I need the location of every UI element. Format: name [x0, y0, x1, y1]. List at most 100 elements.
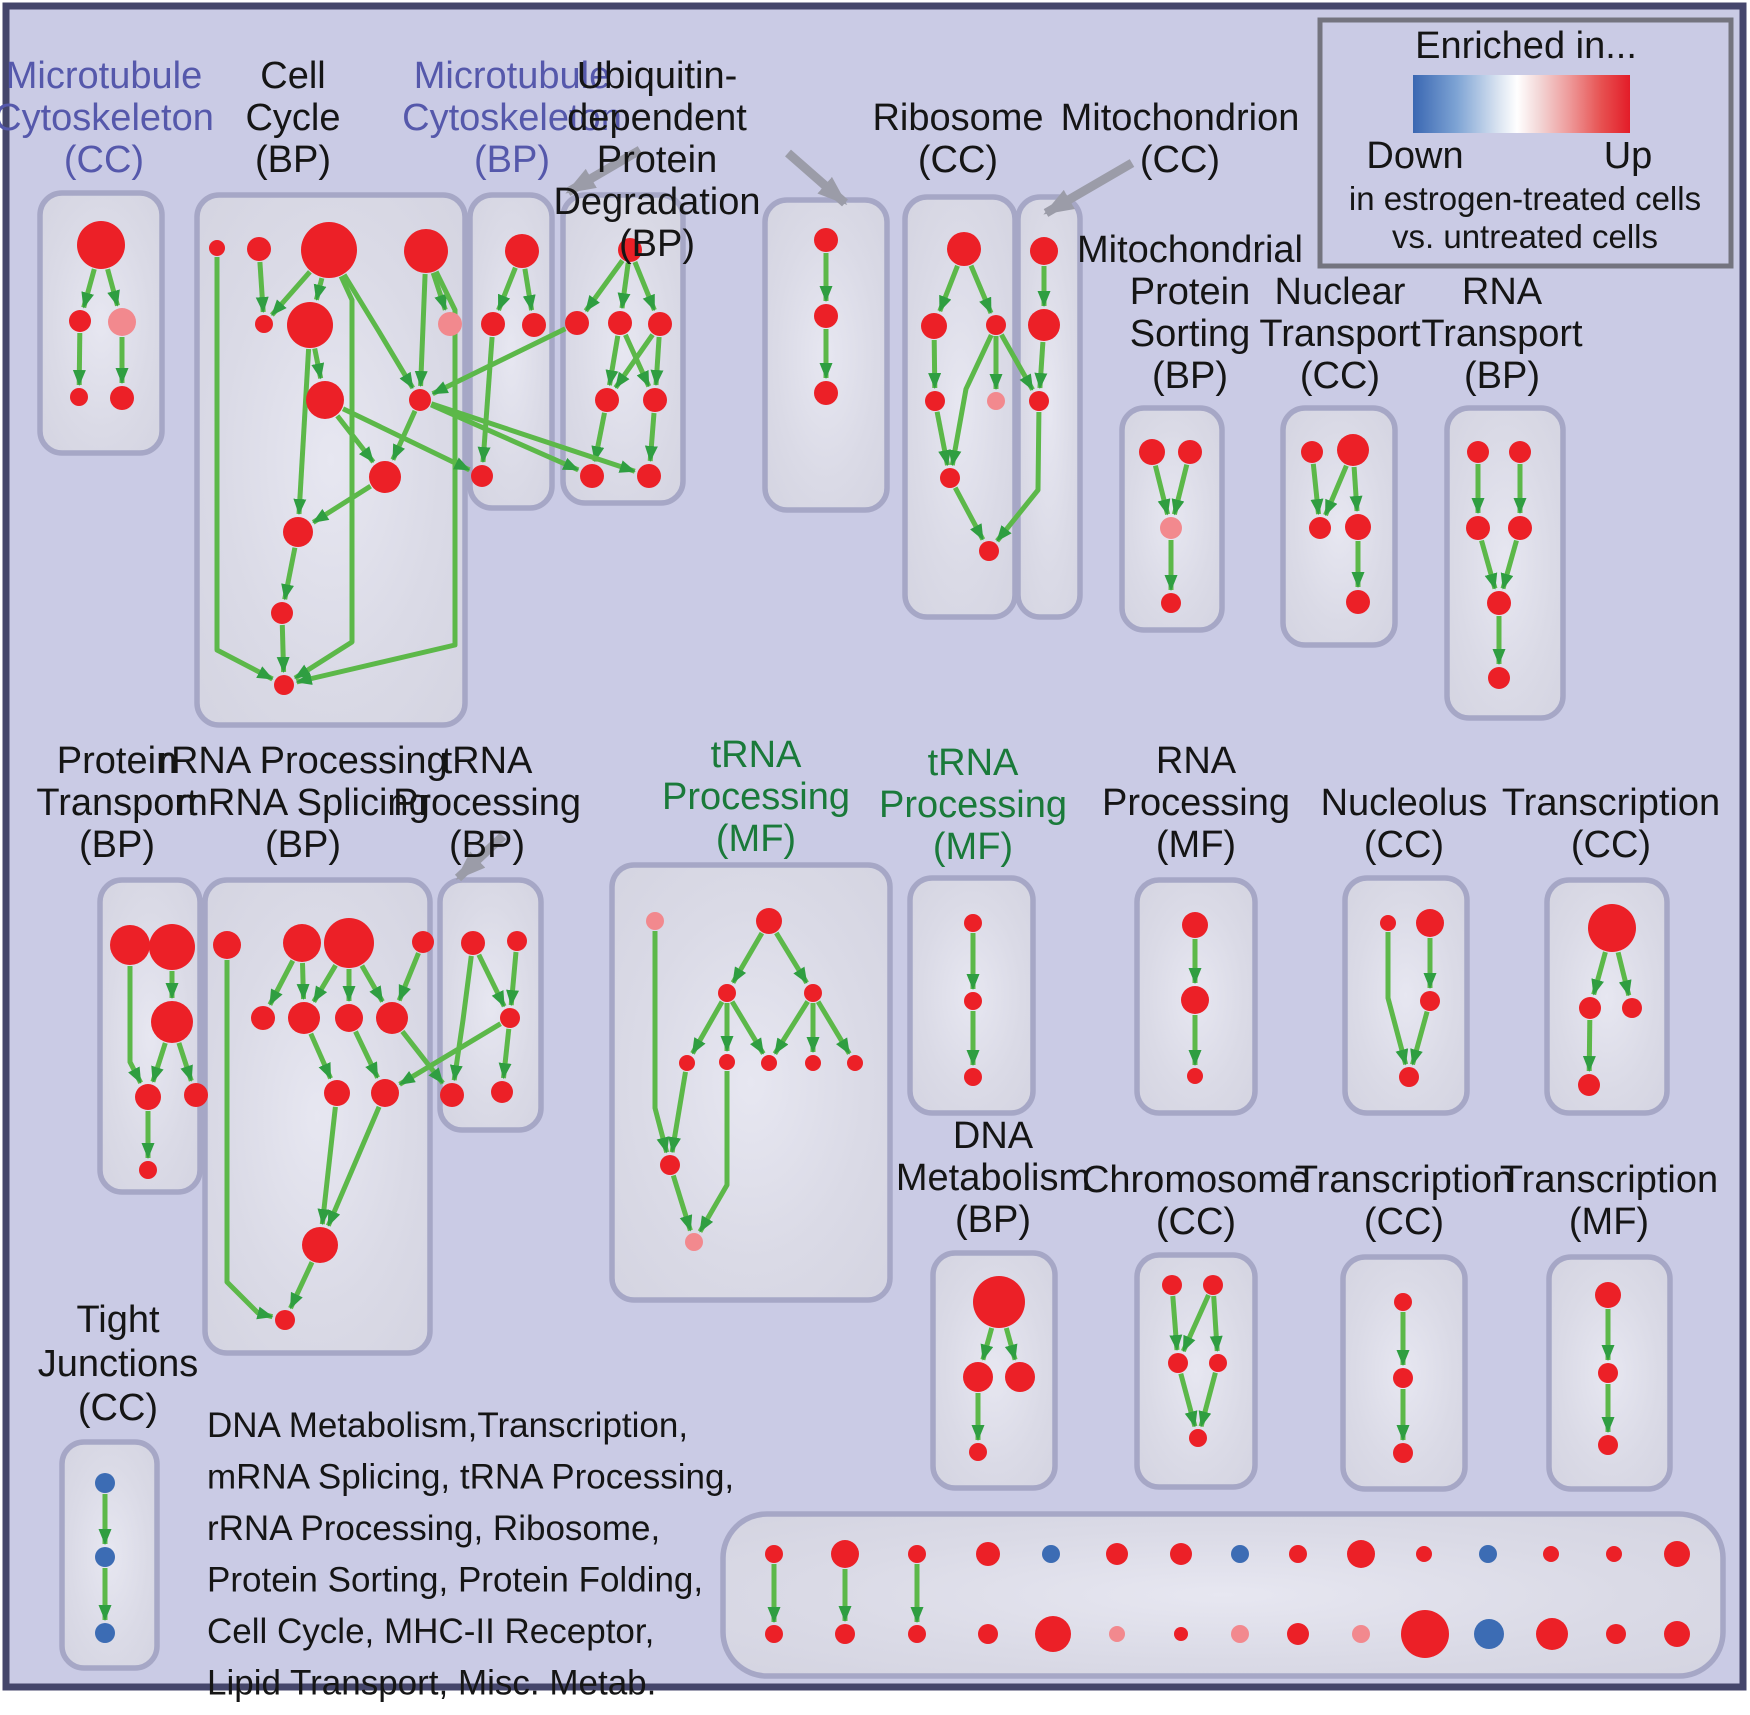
edge-nuclear-transport — [1323, 464, 1349, 517]
go-term-node-rrna-processing-mrna-splicing — [302, 1227, 338, 1263]
go-term-node-rna-transport — [1487, 591, 1511, 615]
go-term-node-ubiquitin-degradation — [648, 312, 672, 336]
go-term-node-rna-transport — [1467, 441, 1489, 463]
edge-trna-processing-mf-1 — [729, 1000, 766, 1055]
edge-cell-cycle — [293, 348, 312, 515]
edge-ubiquitin-degradation — [650, 336, 664, 386]
group-label-line: Microtubule — [414, 55, 610, 97]
group-label-line: (CC) — [1156, 1201, 1236, 1243]
edge-cell-cycle — [341, 273, 415, 390]
go-term-node-misc-strip — [1231, 1545, 1249, 1563]
group-label-line: Nucleolus — [1321, 782, 1488, 824]
group-label-transcription-cc-1: Transcription (CC) — [1502, 782, 1720, 866]
group-box-dna-metabolism — [930, 1250, 1058, 1491]
edge-transcription-cc-1 — [1615, 951, 1632, 997]
group-label-line: tRNA — [928, 742, 1019, 784]
edge-rrna-processing-mrna-splicing — [326, 1105, 382, 1227]
description-line: Lipid Transport, Misc. Metab. — [207, 1664, 656, 1703]
edge-trna-processing-mf-1 — [774, 931, 809, 985]
go-term-node-misc-strip — [1606, 1624, 1626, 1644]
edge-dna-metabolism — [1003, 1327, 1018, 1361]
group-label-line: Cell — [260, 55, 325, 97]
edge-rna-transport — [1500, 539, 1519, 590]
group-label-line: Transcription — [1295, 1159, 1513, 1201]
edge-mitochondrial-protein-sorting — [1152, 464, 1171, 516]
go-term-node-transcription-cc-2 — [1393, 1368, 1413, 1388]
edge-trna-processing-bp — [476, 953, 507, 1008]
group-label-dna-metabolism: DNA Metabolism (BP) — [896, 1115, 1090, 1241]
go-term-node-misc-strip — [908, 1545, 926, 1563]
go-term-node-trna-processing-mf-1 — [719, 1054, 735, 1070]
go-term-node-cell-cycle — [306, 381, 344, 419]
edge-rna-transport — [1479, 539, 1498, 590]
group-label-line: (CC) — [1300, 355, 1380, 397]
group-label-line: Cytoskeleton — [0, 97, 214, 139]
go-term-node-misc-strip — [831, 1540, 859, 1568]
description-line: Protein Sorting, Protein Folding, — [207, 1561, 703, 1600]
go-term-node-nuclear-transport — [1309, 517, 1331, 539]
cross-edge-5 — [995, 411, 1042, 543]
go-term-node-misc-strip — [1479, 1545, 1497, 1563]
group-label-ribosome-cc: Ribosome (CC) — [872, 97, 1043, 181]
go-term-node-nucleolus-cc — [1420, 991, 1440, 1011]
group-label-transcription-mf: Transcription (MF) — [1500, 1159, 1718, 1243]
edge-microtubule-bp — [522, 268, 536, 312]
group-label-line: Ubiquitin- — [577, 55, 738, 97]
group-label-line: Transport — [1421, 313, 1583, 355]
go-term-node-transcription-cc-2 — [1393, 1443, 1413, 1463]
group-label-line: (BP) — [1464, 355, 1540, 397]
go-term-node-transcription-cc-2 — [1394, 1293, 1412, 1311]
go-term-node-rrna-processing-mrna-splicing — [288, 1002, 320, 1034]
go-term-node-nuclear-transport — [1346, 590, 1370, 614]
go-term-node-misc-strip — [1042, 1545, 1060, 1563]
go-term-node-nuclear-transport — [1301, 441, 1323, 463]
go-term-node-tight-junctions-cc — [95, 1623, 115, 1643]
edge-rrna-processing-mrna-splicing — [396, 952, 421, 1002]
edge-cell-cycle — [255, 261, 269, 313]
group-label-nucleolus-cc: Nucleolus (CC) — [1321, 782, 1488, 866]
edge-protein-transport — [127, 966, 143, 1084]
go-term-node-trna-processing-bp — [440, 1083, 464, 1107]
go-term-node-misc-strip — [1536, 1618, 1568, 1650]
edge-nuclear-transport — [1349, 466, 1363, 512]
group-label-line: (BP) — [474, 139, 550, 181]
go-term-node-trna-processing-mf-1 — [679, 1055, 695, 1071]
group-box-nucleolus-cc — [1342, 875, 1470, 1116]
go-term-node-cell-cycle — [247, 237, 271, 261]
edge-rrna-processing-mrna-splicing — [359, 964, 385, 1003]
go-term-node-misc-strip — [1543, 1546, 1559, 1562]
edge-microtubule-cc — [72, 332, 86, 386]
cross-edge-6 — [400, 1029, 445, 1085]
go-term-node-misc-strip — [976, 1542, 1000, 1566]
go-term-node-nucleolus-cc — [1416, 909, 1444, 937]
group-label-line: Processing — [662, 776, 850, 818]
go-term-node-rna-transport — [1488, 667, 1510, 689]
go-term-node-trna-processing-mf-1 — [685, 1233, 703, 1251]
edge-trna-processing-bp — [498, 1028, 512, 1080]
group-box-misc-strip — [720, 1511, 1726, 1679]
go-term-node-trna-processing-mf-1 — [804, 984, 822, 1002]
group-label-line: (CC) — [1140, 139, 1220, 181]
edge-trna-processing-mf-1 — [730, 931, 765, 984]
cross-edge-0 — [431, 326, 567, 397]
go-term-node-dna-metabolism — [969, 1443, 987, 1461]
edge-protein-transport — [150, 1042, 168, 1083]
go-term-node-rrna-processing-mrna-splicing — [371, 1079, 399, 1107]
go-term-node-chromosome-cc — [1168, 1353, 1188, 1373]
legend-subtitle-1: in estrogen-treated cells — [1349, 180, 1701, 217]
edge-microtubule-bp — [477, 336, 495, 463]
go-term-node-ribosome-cc — [986, 315, 1006, 335]
go-term-node-transcription-mf — [1595, 1282, 1621, 1308]
edge-nucleolus-cc — [1385, 932, 1409, 1066]
group-label-line: Ribosome — [872, 97, 1043, 139]
go-term-node-trna-processing-mf-1 — [761, 1055, 777, 1071]
group-label-line: (BP) — [1152, 355, 1228, 397]
edge-trna-processing-bp — [506, 951, 520, 1007]
go-term-node-microtubule-cc — [108, 308, 136, 336]
edge-ribosome-cc — [934, 411, 952, 467]
go-term-node-tight-junctions-cc — [95, 1547, 115, 1567]
go-term-node-transcription-cc-1 — [1578, 1074, 1600, 1096]
go-term-node-trna-processing-mf-1 — [756, 908, 782, 934]
group-label-line: (MF) — [933, 826, 1013, 868]
